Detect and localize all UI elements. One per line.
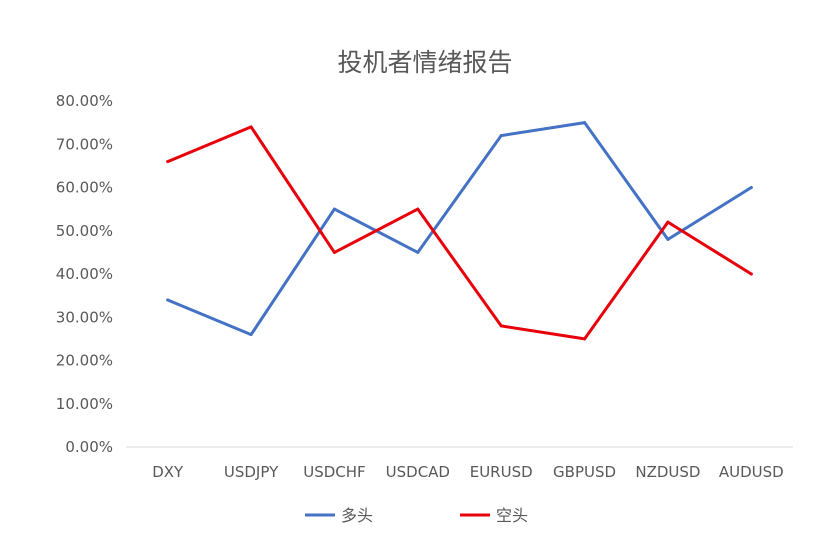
data-point [499,134,503,138]
data-point [332,207,336,211]
y-tick-label: 30.00% [56,308,113,326]
data-point [249,333,253,337]
legend-label: 多头 [341,506,373,525]
data-point [332,250,336,254]
data-point [416,207,420,211]
y-tick-label: 20.00% [56,352,113,370]
legend-label: 空头 [496,506,528,525]
data-point [583,337,587,341]
data-point [666,237,670,241]
data-point [749,272,753,276]
data-point [416,250,420,254]
legend: 多头 空头 [305,506,528,525]
series-line-1 [166,125,753,341]
series-lines [166,121,753,341]
data-point [749,186,753,189]
x-tick-label: USDCHF [303,463,365,481]
x-tick-label: DXY [152,463,184,481]
y-tick-label: 70.00% [56,135,113,153]
x-tick-label: NZDUSD [635,463,700,481]
y-tick-label: 0.00% [65,438,113,456]
x-tick-label: GBPUSD [553,463,616,481]
y-tick-label: 60.00% [56,179,113,197]
data-point [249,125,253,129]
x-axis-ticks: DXY USDJPY USDCHF USDCAD EURUSD GBPUSD NZDUSD A… [152,463,784,481]
data-point [583,121,587,125]
data-point [166,160,170,164]
data-point [166,298,170,302]
y-axis-ticks: 0.00% 10.00% 20.00% 30.00% 40.00% 50.00% 60.00… [56,92,113,456]
x-tick-label: USDJPY [224,463,279,481]
data-point [499,324,503,328]
y-tick-label: 10.00% [56,395,113,413]
y-tick-label: 80.00% [56,92,113,110]
x-tick-label: EURUSD [470,463,533,481]
chart-title: 投机者情绪报告 [337,48,512,77]
y-tick-label: 50.00% [56,222,113,240]
x-tick-label: AUDUSD [719,463,784,481]
x-tick-label: USDCAD [386,463,450,481]
data-point [666,220,670,224]
y-tick-label: 40.00% [56,265,113,283]
series-line-0 [166,121,753,337]
